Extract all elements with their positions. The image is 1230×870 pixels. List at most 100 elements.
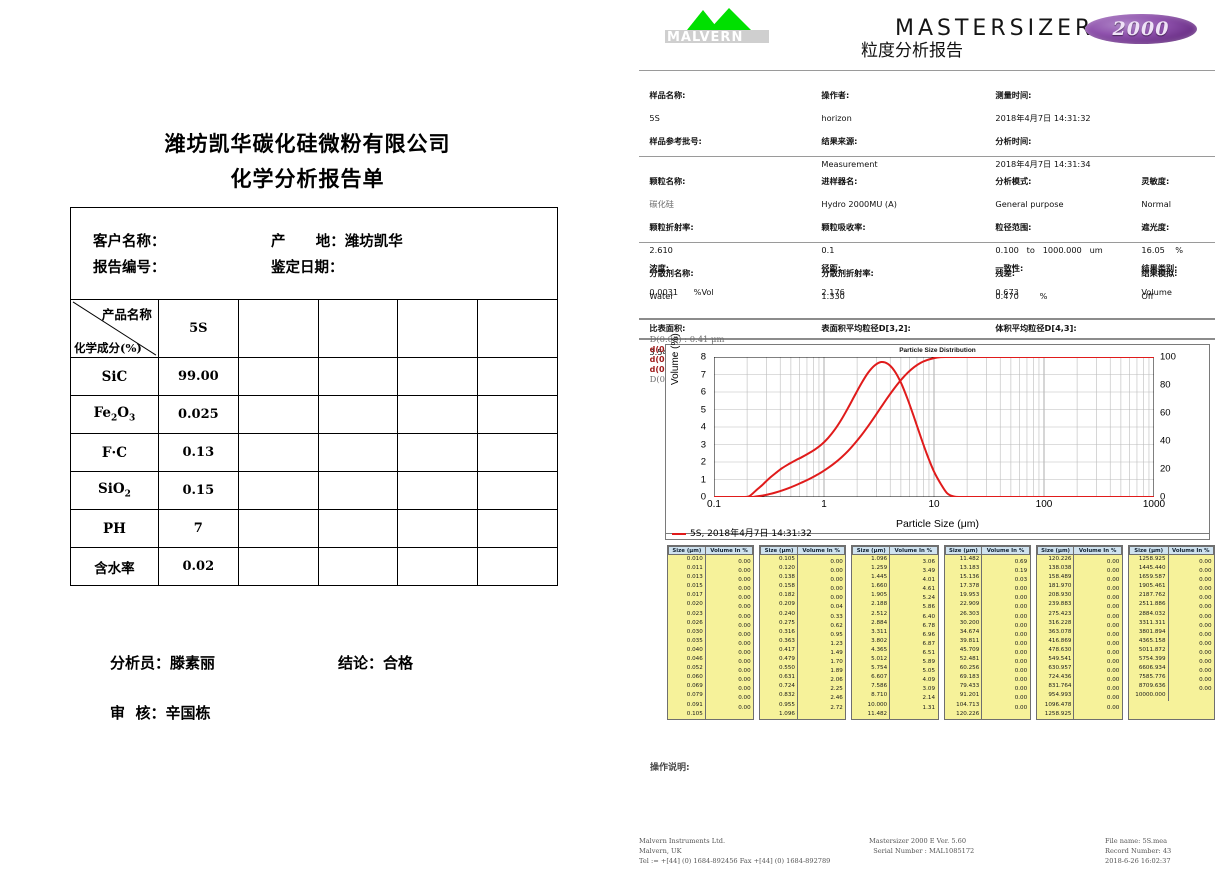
divider [639, 318, 1215, 320]
size-value: 4365.158 [1129, 636, 1169, 646]
size-value: 3801.894 [1129, 627, 1169, 637]
volume-value: 0.00 [738, 559, 751, 565]
volume-value: 0.00 [1014, 649, 1028, 656]
table-row: 10.000 1.31 [852, 700, 937, 711]
row-value: 0.025 [157, 395, 239, 434]
table-row: 2884.032 0.00 [1129, 609, 1213, 620]
table-row: 1.660 4.61 [852, 582, 937, 592]
empty-cell [317, 299, 399, 358]
volume-value: 5.86 [922, 604, 936, 611]
chart-x-tick: 1 [821, 499, 827, 510]
size-value: 0.030 [668, 627, 706, 637]
column-header-volume: Volume In % [796, 546, 846, 555]
table-row: 10000.000 [1129, 691, 1213, 701]
volume-value: 0.00 [830, 595, 843, 602]
volume-value: 0.00 [1199, 640, 1212, 647]
size-distribution-tables: Size (μm) Volume In % 0.010 0.00 0.011 0.00 0.… [667, 545, 1216, 722]
volume-value: 0.19 [1014, 568, 1028, 575]
chemical-composition-table: 客户名称： 产 地：潍坊凯华 报告编号： 鉴定日期： 产品名称 化学成分(%) … [70, 207, 558, 586]
volume-value [1074, 713, 1121, 722]
size-value: 2187.762 [1129, 591, 1169, 601]
size-value: 831.764 [1037, 682, 1075, 692]
size-value: 1.445 [852, 573, 891, 583]
result-type-value: Volume [1141, 287, 1172, 297]
volume-value: 0.00 [1106, 640, 1120, 647]
size-value: 0.105 [668, 709, 706, 719]
size-value: 5754.399 [1129, 655, 1169, 665]
size-value: 4.365 [852, 645, 891, 656]
volume-value: 0.00 [1014, 704, 1028, 711]
table-row: 1.096 3.06 [852, 554, 937, 565]
table-row: 0.026 0.00 [668, 618, 753, 629]
divider [639, 156, 1215, 157]
volume-value: 0.00 [1199, 604, 1212, 611]
volume-value: 0.00 [738, 622, 751, 629]
volume-density-curve [714, 360, 1154, 497]
size-value: 0.060 [668, 673, 706, 683]
table-row: 831.764 0.00 [1037, 682, 1121, 692]
d05-label: d(0.5): [650, 355, 680, 364]
table-header-row: Size (μm) Volume In % [760, 546, 846, 555]
column-header-size: Size (μm) [760, 546, 798, 555]
uniformity-label: 一致性: [995, 263, 1024, 273]
badge-label: 2000 [1112, 18, 1170, 40]
volume-value: 2.14 [922, 695, 936, 702]
table-row: 0.479 1.70 [760, 655, 845, 665]
size-value: 5.012 [852, 655, 891, 665]
table-row: 181.970 0.00 [1037, 582, 1121, 592]
size-value: 0.316 [760, 627, 798, 637]
table-row: 34.674 0.00 [945, 627, 1029, 638]
column-header-size: Size (μm) [944, 546, 983, 555]
table-row: 138.038 0.00 [1037, 564, 1121, 574]
table-row: 4.365 6.51 [852, 645, 937, 656]
volume-value: 6.96 [922, 631, 936, 638]
size-value: 91.201 [945, 691, 983, 701]
size-value: 0.035 [668, 636, 706, 646]
table-row: PH 7 [70, 509, 558, 548]
table-row: 0.035 0.00 [668, 636, 753, 647]
table-row: 478.630 0.00 [1037, 645, 1121, 656]
chart-plot-area [714, 357, 1154, 497]
empty-cell [317, 471, 399, 510]
empty-cell [477, 395, 558, 434]
size-value: 1905.461 [1129, 582, 1169, 592]
divider [639, 70, 1215, 71]
size-value: 0.091 [668, 700, 706, 710]
residual-label: 残差: [995, 267, 1016, 278]
table-row: 6.607 4.09 [852, 673, 937, 683]
table-row: 0.955 2.72 [760, 700, 845, 711]
volume-value: 0.00 [1199, 631, 1212, 638]
size-value: 0.417 [760, 645, 798, 656]
size-value: 26.303 [945, 609, 983, 619]
chart-y-tick: 5 [700, 404, 706, 415]
table-row: 0.158 0.00 [760, 582, 845, 592]
row-label: PH [70, 509, 159, 548]
legend-color-swatch [672, 532, 686, 535]
analysis-model-value: General purpose [995, 198, 1064, 209]
volume-value: 5.89 [922, 659, 936, 666]
size-value: 1.905 [852, 591, 891, 601]
volume-value: 6.87 [922, 640, 936, 647]
table-row: 22.909 0.00 [945, 600, 1029, 610]
volume-value: 0.00 [1199, 677, 1212, 684]
size-value: 3.802 [852, 636, 891, 646]
report-meta-cell: 客户名称： 产 地：潍坊凯华 报告编号： 鉴定日期： [70, 207, 558, 300]
size-value: 0.955 [760, 700, 798, 710]
d003-value: 0.41 μm [689, 334, 725, 344]
volume-value: 0.00 [1199, 577, 1212, 584]
size-value: 52.481 [945, 655, 983, 665]
size-value: 0.182 [760, 591, 798, 601]
size-value: 0.209 [760, 600, 798, 610]
volume-value: 0.00 [1106, 595, 1120, 602]
d43-label: 体积平均粒径D[4,3]: [995, 323, 1077, 333]
volume-value: 0.00 [738, 668, 751, 675]
row-value: 7 [157, 509, 239, 548]
volume-value: 0.69 [1014, 559, 1028, 565]
size-value: 45.709 [945, 645, 983, 656]
dispersant-name-label: 分散剂名称: [649, 267, 694, 278]
table-row: 0.120 0.00 [760, 564, 845, 574]
table-row: 120.226 0.00 [1037, 554, 1121, 565]
size-distribution-table: Size (μm) Volume In % 0.105 0.00 0.120 0.00 0.… [759, 545, 847, 720]
row-label: SiC [70, 357, 159, 396]
row-value: 0.13 [157, 433, 239, 472]
